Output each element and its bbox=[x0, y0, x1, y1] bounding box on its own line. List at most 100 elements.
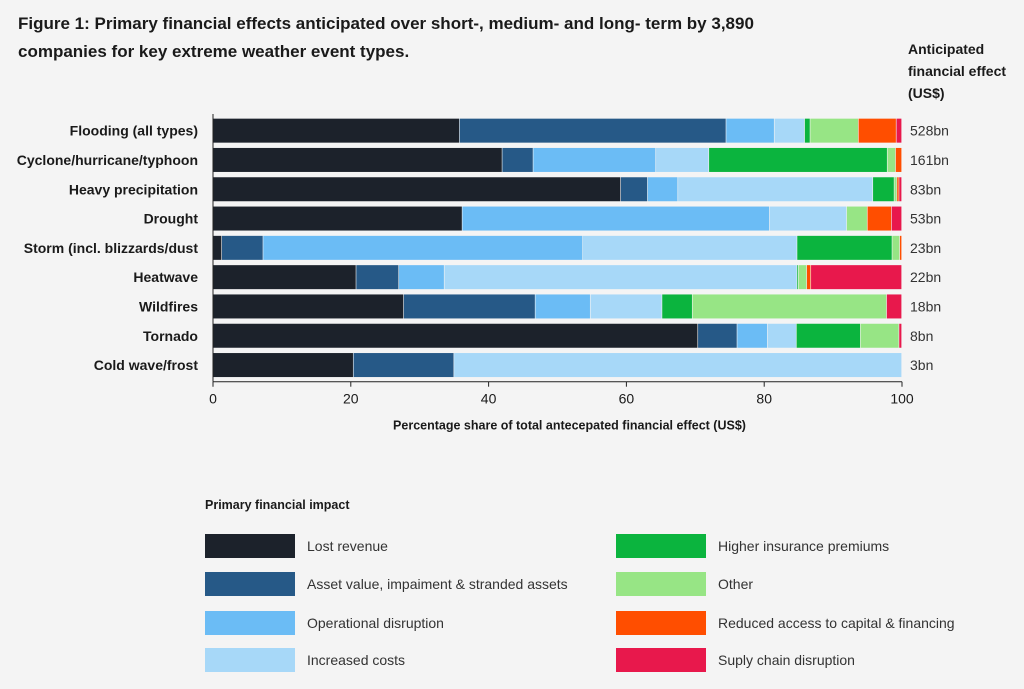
bar-segment-reduced-access-to-capital-financing bbox=[897, 177, 899, 202]
bar-segment-lost-revenue bbox=[213, 177, 621, 202]
category-label: Flooding (all types) bbox=[70, 123, 198, 139]
category-label: Cold wave/frost bbox=[94, 357, 199, 373]
x-axis-label: Percentage share of total antecepated fi… bbox=[393, 419, 746, 433]
legend-item-operational-disruption: Operational disruption bbox=[205, 611, 444, 635]
bar-segment-asset-value-impaiment-stranded-assets bbox=[698, 323, 737, 348]
legend-label: Lost revenue bbox=[307, 538, 388, 554]
bar-segment-lost-revenue bbox=[213, 147, 502, 172]
legend-swatch bbox=[205, 611, 295, 635]
bar-segment-reduced-access-to-capital-financing bbox=[806, 265, 811, 290]
bar-segment-higher-insurance-premiums bbox=[662, 294, 692, 319]
legend-item-increased-costs: Increased costs bbox=[205, 648, 405, 672]
bar-segment-asset-value-impaiment-stranded-assets bbox=[353, 353, 454, 378]
legend-swatch bbox=[616, 611, 706, 635]
bar-segment-lost-revenue bbox=[213, 118, 460, 143]
bar-segment-operational-disruption bbox=[263, 235, 583, 260]
effect-value: 53bn bbox=[910, 211, 941, 227]
bar-segment-increased-costs bbox=[678, 177, 873, 202]
bar-segment-suply-chain-disruption bbox=[899, 177, 902, 202]
effect-value: 8bn bbox=[910, 328, 933, 344]
bar-segment-suply-chain-disruption bbox=[891, 206, 902, 231]
legend-item-higher-insurance-premiums: Higher insurance premiums bbox=[616, 534, 889, 558]
x-tick-label: 0 bbox=[209, 391, 217, 407]
category-label: Drought bbox=[144, 211, 199, 227]
bar-segment-operational-disruption bbox=[462, 206, 770, 231]
bar-segment-other bbox=[846, 206, 867, 231]
bar-segment-reduced-access-to-capital-financing bbox=[895, 147, 902, 172]
legend-swatch bbox=[205, 648, 295, 672]
bar-segment-higher-insurance-premiums bbox=[709, 147, 887, 172]
x-tick-label: 80 bbox=[756, 391, 772, 407]
legend-label: Higher insurance premiums bbox=[718, 538, 890, 554]
bar-segment-other bbox=[892, 235, 900, 260]
legend-swatch bbox=[616, 534, 706, 558]
category-label: Wildfires bbox=[139, 298, 198, 314]
category-label: Storm (incl. blizzards/dust bbox=[24, 240, 199, 256]
category-label: Heavy precipitation bbox=[69, 181, 198, 197]
legend-swatch bbox=[205, 534, 295, 558]
bar-segment-increased-costs bbox=[590, 294, 662, 319]
legend-item-lost-revenue: Lost revenue bbox=[205, 534, 388, 558]
bar-segment-higher-insurance-premiums bbox=[797, 235, 892, 260]
category-label: Tornado bbox=[143, 328, 198, 344]
bar-segment-increased-costs bbox=[767, 323, 796, 348]
x-tick-label: 100 bbox=[890, 391, 914, 407]
bar-segment-lost-revenue bbox=[213, 353, 353, 378]
bar-segment-suply-chain-disruption bbox=[899, 323, 902, 348]
bar-segment-lost-revenue bbox=[213, 294, 404, 319]
bar-segment-other bbox=[692, 294, 887, 319]
bar-segment-reduced-access-to-capital-financing bbox=[899, 235, 902, 260]
legend-item-suply-chain-disruption: Suply chain disruption bbox=[616, 648, 855, 672]
legend-label: Suply chain disruption bbox=[718, 652, 855, 668]
x-tick-label: 60 bbox=[619, 391, 635, 407]
legend-swatch bbox=[616, 572, 706, 596]
bar-segment-higher-insurance-premiums bbox=[796, 323, 861, 348]
bar-segment-asset-value-impaiment-stranded-assets bbox=[221, 235, 263, 260]
bar-segment-suply-chain-disruption bbox=[886, 294, 902, 319]
bar-segment-asset-value-impaiment-stranded-assets bbox=[356, 265, 399, 290]
legend-label: Asset value, impaiment & stranded assets bbox=[307, 576, 568, 592]
x-tick-label: 40 bbox=[481, 391, 497, 407]
legend-item-asset-value-impaiment-stranded-assets: Asset value, impaiment & stranded assets bbox=[205, 572, 568, 596]
bar-segment-lost-revenue bbox=[213, 265, 356, 290]
legend-label: Increased costs bbox=[307, 652, 406, 668]
legend-swatch bbox=[616, 648, 706, 672]
legend-item-other: Other bbox=[616, 572, 753, 596]
bar-segment-asset-value-impaiment-stranded-assets bbox=[459, 118, 726, 143]
effect-value: 22bn bbox=[910, 269, 941, 285]
effect-value: 83bn bbox=[910, 181, 941, 197]
legend-swatch bbox=[205, 572, 295, 596]
effect-value: 528bn bbox=[910, 123, 949, 139]
bar-segment-lost-revenue bbox=[213, 206, 462, 231]
bar-segment-higher-insurance-premiums bbox=[873, 177, 894, 202]
bar-segment-increased-costs bbox=[454, 353, 902, 378]
category-label: Cyclone/hurricane/typhoon bbox=[17, 152, 198, 168]
bar-segment-other bbox=[810, 118, 858, 143]
bar-segment-increased-costs bbox=[656, 147, 709, 172]
bar-segment-other bbox=[860, 323, 899, 348]
legend-label: Other bbox=[718, 576, 754, 592]
bar-segment-higher-insurance-premiums bbox=[804, 118, 810, 143]
bar-segment-operational-disruption bbox=[399, 265, 444, 290]
x-tick-label: 20 bbox=[343, 391, 359, 407]
bar-segment-operational-disruption bbox=[737, 323, 768, 348]
effect-value: 3bn bbox=[910, 357, 933, 373]
bar-segment-other bbox=[894, 177, 897, 202]
legend-label: Operational disruption bbox=[307, 615, 444, 631]
bar-segment-asset-value-impaiment-stranded-assets bbox=[620, 177, 648, 202]
bar-segment-other bbox=[798, 265, 807, 290]
bar-segment-lost-revenue bbox=[213, 323, 698, 348]
legend-item-reduced-access-to-capital-financing: Reduced access to capital & financing bbox=[616, 611, 955, 635]
category-label: Heatwave bbox=[133, 269, 198, 285]
chart-title: Figure 1: Primary financial effects anti… bbox=[18, 14, 754, 61]
legend-title: Primary financial impact bbox=[205, 498, 350, 512]
bar-segment-operational-disruption bbox=[726, 118, 774, 143]
effect-value: 18bn bbox=[910, 298, 941, 314]
bar-segment-increased-costs bbox=[582, 235, 797, 260]
stacked-bar-chart: Flooding (all types) 528bn Cyclone/hurrica… bbox=[17, 114, 949, 433]
bar-segment-asset-value-impaiment-stranded-assets bbox=[502, 147, 533, 172]
effect-value: 23bn bbox=[910, 240, 941, 256]
bar-segment-increased-costs bbox=[444, 265, 797, 290]
effect-value: 161bn bbox=[910, 152, 949, 168]
bar-segment-other bbox=[887, 147, 896, 172]
